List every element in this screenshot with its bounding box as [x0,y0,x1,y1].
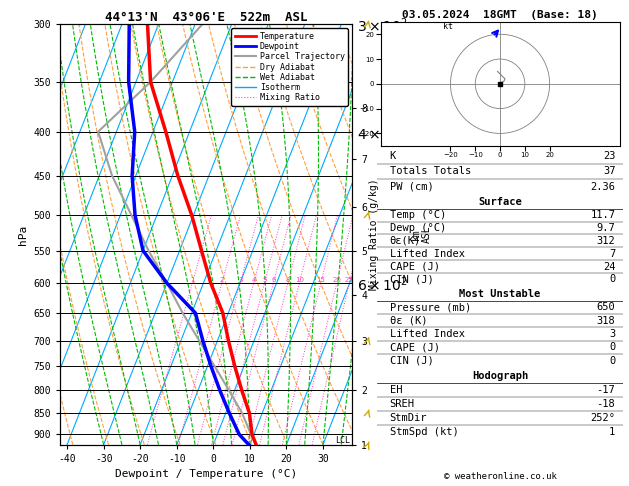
Text: 252°: 252° [591,413,615,423]
Text: Temp (°C): Temp (°C) [389,210,446,220]
Text: 9.7: 9.7 [596,223,615,233]
Text: 37: 37 [603,166,615,176]
Text: CAPE (J): CAPE (J) [389,261,440,272]
Text: 23: 23 [603,151,615,161]
Text: Dewp (°C): Dewp (°C) [389,223,446,233]
Y-axis label: km
ASL: km ASL [411,226,432,243]
Text: 3: 3 [238,277,242,283]
Text: Surface: Surface [478,197,522,208]
Text: K: K [389,151,396,161]
Text: CIN (J): CIN (J) [389,356,433,366]
Text: Lifted Index: Lifted Index [389,249,465,259]
Text: Hodograph: Hodograph [472,371,528,381]
Text: 25: 25 [345,277,353,283]
Text: θε (K): θε (K) [389,315,427,326]
Text: Mixing Ratio (g/kg): Mixing Ratio (g/kg) [369,179,379,290]
Text: PW (cm): PW (cm) [389,182,433,191]
Text: 2.36: 2.36 [591,182,615,191]
Text: 24: 24 [603,261,615,272]
Text: SREH: SREH [389,399,415,409]
Text: -17: -17 [596,385,615,395]
Text: StmDir: StmDir [389,413,427,423]
Text: θε(K): θε(K) [389,236,421,246]
Text: kt: kt [443,22,453,31]
Y-axis label: hPa: hPa [18,225,28,244]
Text: 11.7: 11.7 [591,210,615,220]
Legend: Temperature, Dewpoint, Parcel Trajectory, Dry Adiabat, Wet Adiabat, Isotherm, Mi: Temperature, Dewpoint, Parcel Trajectory… [231,29,348,105]
Text: 4: 4 [252,277,256,283]
Text: 10: 10 [295,277,304,283]
Text: CAPE (J): CAPE (J) [389,342,440,352]
Text: 03.05.2024  18GMT  (Base: 18): 03.05.2024 18GMT (Base: 18) [402,10,598,20]
Text: 0: 0 [609,356,615,366]
Text: 15: 15 [316,277,325,283]
Text: 8: 8 [286,277,290,283]
Text: 3: 3 [609,329,615,339]
Text: 1: 1 [190,277,194,283]
Text: Totals Totals: Totals Totals [389,166,471,176]
Text: 5: 5 [262,277,267,283]
Text: Pressure (mb): Pressure (mb) [389,302,471,312]
Text: CIN (J): CIN (J) [389,274,433,284]
Text: LCL: LCL [335,436,350,445]
Text: 7: 7 [609,249,615,259]
Text: -18: -18 [596,399,615,409]
Text: EH: EH [389,385,402,395]
Text: 0: 0 [609,274,615,284]
Title: 44°13'N  43°06'E  522m  ASL: 44°13'N 43°06'E 522m ASL [105,11,307,24]
Text: 312: 312 [596,236,615,246]
Text: 1: 1 [609,427,615,437]
Text: 0: 0 [609,342,615,352]
Text: Most Unstable: Most Unstable [459,289,541,299]
X-axis label: Dewpoint / Temperature (°C): Dewpoint / Temperature (°C) [115,469,297,479]
Text: StmSpd (kt): StmSpd (kt) [389,427,459,437]
Text: 318: 318 [596,315,615,326]
Text: 6: 6 [271,277,276,283]
Text: © weatheronline.co.uk: © weatheronline.co.uk [443,472,557,481]
Text: 650: 650 [596,302,615,312]
Text: 2: 2 [220,277,224,283]
Text: 20: 20 [332,277,341,283]
Text: Lifted Index: Lifted Index [389,329,465,339]
